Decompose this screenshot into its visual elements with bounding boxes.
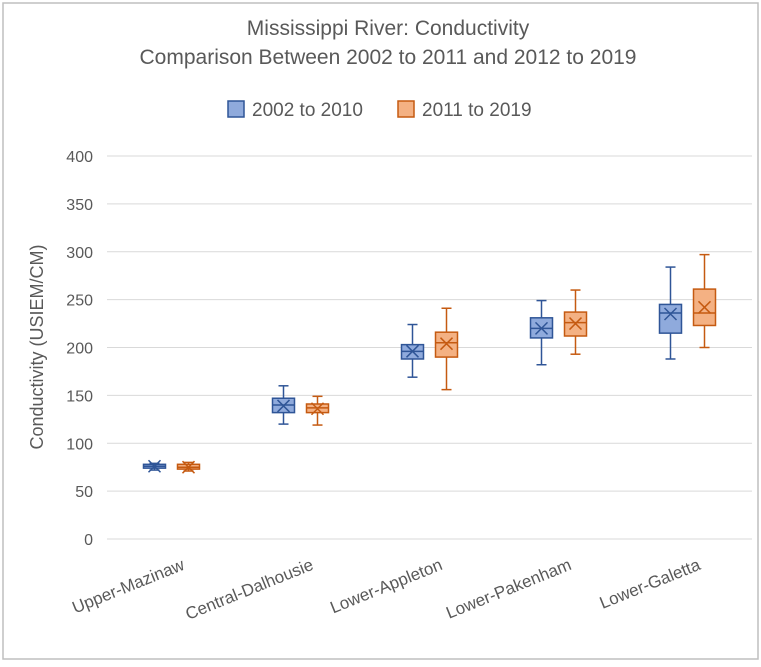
legend-swatch — [397, 100, 415, 118]
mean-marker — [276, 399, 291, 413]
chart-title: Mississippi River: Conductivity — [247, 17, 530, 40]
legend-label: 2002 to 2010 — [252, 100, 363, 121]
y-tick-label: 150 — [66, 388, 93, 405]
y-tick-label: 250 — [66, 293, 93, 310]
y-tick-label: 100 — [66, 436, 93, 453]
legend-swatch — [227, 100, 245, 118]
y-tick-label: 300 — [66, 245, 93, 262]
mean-marker — [181, 460, 196, 474]
box-group — [176, 460, 201, 474]
mean-marker — [310, 402, 325, 416]
box-group — [563, 289, 588, 355]
y-tick-label: 200 — [66, 341, 93, 358]
box — [658, 303, 683, 334]
box-group — [434, 307, 459, 391]
box-group — [529, 299, 554, 366]
box-group — [305, 395, 330, 426]
mean-marker — [534, 321, 549, 335]
chart-subtitle: Comparison Between 2002 to 2011 and 2012… — [140, 46, 637, 69]
mean-marker — [147, 459, 162, 473]
y-tick-label: 0 — [84, 532, 93, 549]
mean-marker — [663, 307, 678, 321]
mean-marker — [405, 344, 420, 358]
box-group — [400, 323, 425, 378]
box-group — [271, 385, 296, 425]
mean-marker — [697, 300, 712, 314]
y-tick-label: 400 — [66, 149, 93, 166]
mean-marker — [568, 317, 583, 331]
mean-marker — [439, 337, 454, 351]
box-group — [142, 459, 167, 473]
box-group — [658, 266, 683, 360]
y-tick-label: 350 — [66, 197, 93, 214]
legend-label: 2011 to 2019 — [422, 100, 532, 121]
y-axis-label: Conductivity (USIEM/CM) — [27, 244, 47, 449]
box-group — [692, 253, 717, 349]
y-tick-label: 50 — [75, 484, 93, 501]
